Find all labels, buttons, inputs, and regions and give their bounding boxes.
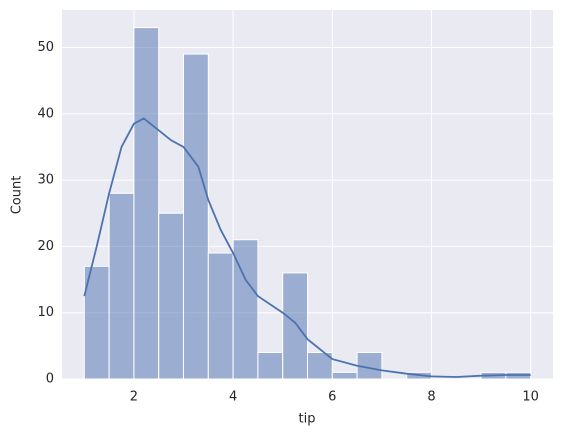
x-tick-label: 2 <box>130 390 138 405</box>
y-axis-label: Count <box>10 176 25 215</box>
bar <box>257 351 284 380</box>
x-axis-label: tip <box>299 412 316 427</box>
x-tick-label: 8 <box>427 390 435 405</box>
y-tick-label: 0 <box>46 372 54 387</box>
x-tick-label: 4 <box>229 390 237 405</box>
bar <box>207 252 234 380</box>
bar <box>108 192 135 380</box>
y-tick-label: 20 <box>37 239 54 254</box>
bar <box>331 371 358 380</box>
bar <box>183 53 209 380</box>
bar <box>282 272 309 380</box>
kde-line <box>83 117 531 378</box>
y-tick-label: 40 <box>37 106 54 121</box>
y-tick-label: 10 <box>37 305 54 320</box>
y-tick-label: 30 <box>37 173 54 188</box>
y-tick-label: 50 <box>37 40 54 55</box>
bar <box>232 239 259 380</box>
x-tick-label: 10 <box>522 390 539 405</box>
bar <box>133 27 160 380</box>
bar <box>158 212 185 380</box>
x-tick-label: 6 <box>328 390 336 405</box>
